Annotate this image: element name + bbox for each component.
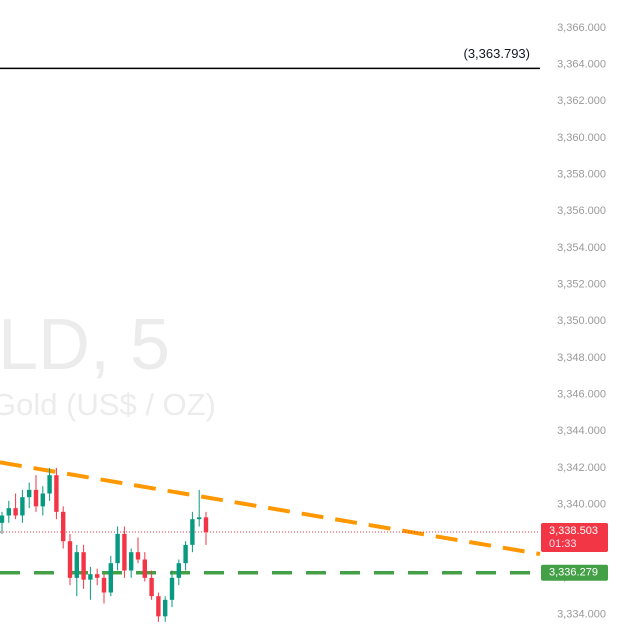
candle-body xyxy=(61,511,66,542)
candle-body xyxy=(47,475,52,494)
last-price-label: 3,338.503 xyxy=(549,525,598,537)
candle-body xyxy=(142,559,147,578)
candle-body xyxy=(176,563,181,578)
y-tick-label: 3,356.000 xyxy=(557,205,606,217)
candle-body xyxy=(203,517,209,533)
candle-body xyxy=(122,533,127,571)
y-tick-label: 3,358.000 xyxy=(557,168,606,180)
candle-body xyxy=(101,577,107,593)
candle-body xyxy=(67,541,73,578)
y-tick-label: 3,340.000 xyxy=(557,498,606,510)
y-tick-label: 3,348.000 xyxy=(557,352,606,364)
level-label: (3,363.793) xyxy=(464,46,531,61)
candle-body xyxy=(95,574,100,578)
candle-body xyxy=(115,533,120,564)
candle-body xyxy=(156,596,161,617)
candle-body xyxy=(20,497,25,516)
trendline xyxy=(0,460,541,556)
y-tick-label: 3,344.000 xyxy=(557,425,606,437)
candle-body xyxy=(0,515,5,523)
candle-body xyxy=(27,489,32,498)
candle-body xyxy=(149,577,154,597)
y-tick-label: 3,350.000 xyxy=(557,315,606,327)
last-price-box xyxy=(541,522,608,552)
candle-body xyxy=(183,544,188,564)
candle-body xyxy=(108,563,113,593)
watermark-description: Gold (US$ / OZ) xyxy=(0,387,216,422)
watermark-symbol: LD, 5 xyxy=(0,305,170,385)
candle-body xyxy=(197,517,202,520)
y-tick-label: 3,360.000 xyxy=(557,132,606,144)
candle-body xyxy=(40,493,45,507)
candle-body xyxy=(129,552,134,571)
y-tick-label: 3,366.000 xyxy=(557,22,606,34)
candle-body xyxy=(135,552,141,560)
y-tick-label: 3,342.000 xyxy=(557,462,606,474)
countdown-label: 01:33 xyxy=(549,538,577,550)
candle-body xyxy=(190,519,195,545)
y-tick-label: 3,346.000 xyxy=(557,388,606,400)
y-tick-label: 3,354.000 xyxy=(557,242,606,254)
y-tick-label: 3,334.000 xyxy=(557,608,606,620)
support-box xyxy=(541,564,608,581)
price-axis xyxy=(540,0,621,625)
candle-body xyxy=(13,508,18,516)
candle-body xyxy=(88,574,93,580)
y-tick-label: 3,362.000 xyxy=(557,95,606,107)
candle-body xyxy=(169,577,175,600)
candle-body xyxy=(54,475,59,512)
support-label: 3,336.279 xyxy=(549,567,598,579)
y-tick-label: 3,352.000 xyxy=(557,278,606,290)
candle-body xyxy=(33,489,39,507)
candle-body xyxy=(6,508,11,516)
candle-body xyxy=(81,552,86,580)
candle-body xyxy=(74,552,79,578)
candle-body xyxy=(163,599,168,617)
y-tick-label: 3,364.000 xyxy=(557,58,606,70)
